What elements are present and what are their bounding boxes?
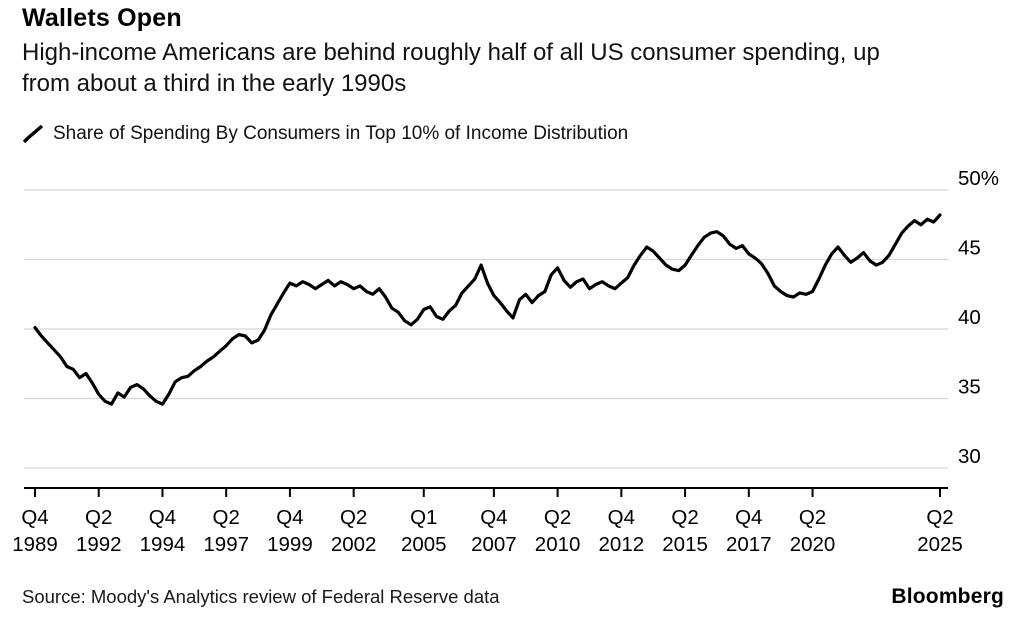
x-tick-quarter-label: Q2: [340, 506, 367, 529]
x-tick-year-label: 2012: [599, 533, 645, 556]
x-tick-quarter-label: Q4: [21, 506, 48, 529]
x-tick-year-label: 1994: [140, 533, 186, 556]
x-tick-quarter-label: Q2: [926, 506, 953, 529]
chart-subtitle: High-income Americans are behind roughly…: [22, 39, 880, 97]
x-tick-quarter-label: Q2: [85, 506, 112, 529]
x-tick-quarter-label: Q2: [671, 506, 698, 529]
x-tick-year-label: 2005: [401, 533, 447, 556]
x-tick-year-label: 2020: [790, 533, 836, 556]
line-series-icon: [22, 124, 44, 144]
x-tick-quarter-label: Q1: [410, 506, 437, 529]
x-tick-year-label: 2007: [471, 533, 517, 556]
x-tick-quarter-label: Q2: [544, 506, 571, 529]
source-note: Source: Moody's Analytics review of Fede…: [22, 586, 500, 607]
y-tick-label: 40: [958, 306, 981, 329]
series-line: [33, 213, 942, 406]
x-tick-year-label: 1999: [267, 533, 313, 556]
x-tick-quarter-label: Q4: [276, 506, 303, 529]
y-tick-label: 45: [958, 237, 981, 260]
x-tick-year-label: 2017: [726, 533, 772, 556]
footer: Source: Moody's Analytics review of Fede…: [22, 585, 1004, 609]
legend-label: Share of Spending By Consumers in Top 10…: [53, 123, 629, 144]
x-tick-quarter-label: Q4: [735, 506, 762, 529]
x-tick-year-label: 2002: [331, 533, 377, 556]
x-tick-year-label: 1992: [76, 533, 122, 556]
x-tick-year-label: 2015: [662, 533, 708, 556]
x-tick-quarter-label: Q4: [480, 506, 507, 529]
y-tick-label: 30: [958, 445, 981, 468]
x-tick-year-label: 2010: [535, 533, 581, 556]
spending-share-chart: Q4 1989 Q2 1992 Q4 1994 Q2 1997 Q4 1999 Q2 2002 Q1 20…: [12, 167, 999, 556]
y-tick-label: 50%: [958, 167, 999, 190]
y-tick-label: 35: [958, 376, 981, 399]
x-tick-year-label: 1997: [203, 533, 249, 556]
x-tick-quarter-label: Q2: [799, 506, 826, 529]
x-tick-year-label: 1989: [12, 533, 58, 556]
x-tick-quarter-label: Q2: [213, 506, 240, 529]
bloomberg-logo: Bloomberg: [891, 585, 1004, 608]
x-tick-quarter-label: Q4: [608, 506, 635, 529]
legend: Share of Spending By Consumers in Top 10…: [22, 123, 628, 145]
x-tick-quarter-label: Q4: [149, 506, 176, 529]
page-title: Wallets Open: [22, 4, 182, 32]
x-tick-year-label: 2025: [917, 533, 963, 556]
